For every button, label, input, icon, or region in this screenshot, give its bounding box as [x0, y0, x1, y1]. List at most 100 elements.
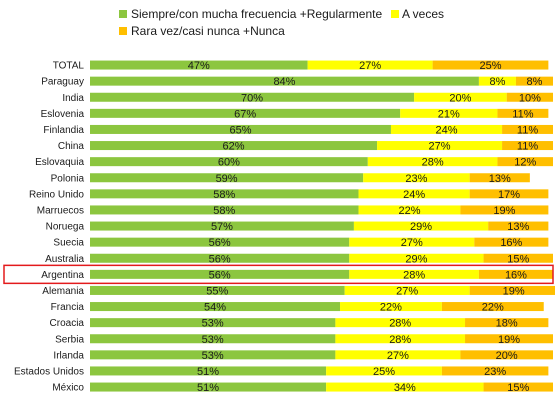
data-label-finlandia-series-3: 11% — [517, 124, 538, 136]
data-label-china-series-3: 11% — [517, 141, 538, 153]
data-label-china-series-2: 27% — [429, 141, 451, 153]
bar-segment-finlandia-series-1 — [90, 124, 391, 134]
bar-segment-china-series-2 — [377, 141, 503, 151]
data-label-reino-unido-series-1: 58% — [213, 189, 235, 201]
data-label-estados-unidos-series-1: 51% — [197, 366, 219, 378]
data-label-noruega-series-1: 57% — [211, 221, 233, 233]
data-label-noruega-series-3: 13% — [507, 221, 529, 233]
bar-segment-argentina-series-2 — [349, 269, 479, 279]
bar-segment-irlanda-series-1 — [90, 350, 336, 360]
data-label-reino-unido-series-2: 24% — [403, 189, 425, 201]
data-label-argentina-series-3: 16% — [505, 269, 527, 281]
legend: Siempre/con mucha frecuencia +Regularmen… — [119, 7, 444, 38]
data-label-eslovaquia-series-2: 28% — [422, 157, 444, 169]
data-label-eslovenia-series-1: 67% — [234, 108, 256, 120]
data-label-francia-series-2: 22% — [380, 302, 402, 314]
data-label-marruecos-series-3: 19% — [493, 205, 515, 217]
category-label-reino-unido: Reino Unido — [29, 189, 84, 200]
bar-segment-reino-unido-series-2 — [358, 189, 470, 199]
bar-segment-australia-series-1 — [90, 253, 350, 263]
data-label-india-series-2: 20% — [449, 92, 471, 104]
bar-segment-mexico-series-3 — [483, 382, 553, 392]
category-label-mexico: México — [52, 383, 84, 394]
bar-segment-irlanda-series-3 — [460, 350, 553, 360]
data-label-argentina-series-1: 56% — [209, 269, 231, 281]
data-label-marruecos-series-1: 58% — [213, 205, 235, 217]
bar-segment-australia-series-3 — [483, 253, 553, 263]
data-label-paraguay-series-1: 84% — [273, 76, 295, 88]
legend-swatch-series-2 — [391, 10, 399, 18]
bar-segment-francia-series-3 — [441, 302, 544, 312]
data-label-polonia-series-1: 59% — [216, 173, 238, 185]
category-label-noruega: Noruega — [46, 222, 85, 233]
data-label-irlanda-series-2: 27% — [387, 350, 409, 362]
data-label-reino-unido-series-3: 17% — [498, 189, 520, 201]
category-label-total: TOTAL — [53, 61, 85, 72]
data-label-argentina-series-2: 28% — [403, 269, 425, 281]
bar-segment-mexico-series-2 — [326, 382, 484, 392]
data-label-francia-series-3: 22% — [482, 302, 504, 314]
bar-segment-polonia-series-2 — [363, 173, 470, 183]
bar-segment-china-series-3 — [502, 141, 553, 151]
category-label-paraguay: Paraguay — [41, 77, 84, 88]
bar-segment-irlanda-series-2 — [335, 350, 461, 360]
bar-segment-finlandia-series-2 — [390, 124, 503, 134]
data-label-suecia-series-1: 56% — [209, 237, 231, 249]
data-label-estados-unidos-series-3: 23% — [484, 366, 506, 378]
bar-segment-suecia-series-2 — [349, 237, 475, 247]
data-label-finlandia-series-1: 65% — [229, 124, 251, 136]
bar-segment-finlandia-series-3 — [502, 124, 553, 134]
bar-segment-eslovaquia-series-3 — [497, 157, 553, 167]
data-label-finlandia-series-2: 24% — [435, 124, 457, 136]
bar-segment-argentina-series-1 — [90, 269, 350, 279]
category-label-eslovaquia: Eslovaquia — [35, 157, 84, 168]
legend-swatch-series-3 — [119, 27, 127, 35]
highlight-box — [3, 264, 554, 285]
legend-item-series-1: Siempre/con mucha frecuencia +Regularmen… — [119, 7, 382, 21]
bar-segment-croacia-series-2 — [335, 318, 466, 328]
bar-segment-eslovaquia-series-2 — [367, 157, 498, 167]
bar-segment-polonia-series-1 — [90, 173, 364, 183]
data-label-total-series-3: 25% — [479, 60, 501, 72]
data-label-noruega-series-2: 29% — [410, 221, 432, 233]
bar-segment-china-series-1 — [90, 141, 378, 151]
data-label-india-series-3: 10% — [519, 92, 541, 104]
bar-segment-noruega-series-1 — [90, 221, 354, 231]
bar-segment-suecia-series-3 — [474, 237, 549, 247]
legend-label-series-2: A veces — [402, 7, 444, 21]
bar-segment-eslovenia-series-2 — [400, 108, 498, 118]
category-label-serbia: Serbia — [55, 334, 84, 345]
data-label-serbia-series-2: 28% — [389, 334, 411, 346]
bar-segment-paraguay-series-1 — [90, 76, 479, 86]
category-label-croacia: Croacia — [50, 318, 85, 329]
bar-segment-suecia-series-1 — [90, 237, 350, 247]
data-label-polonia-series-3: 13% — [489, 173, 511, 185]
bar-segment-estados-unidos-series-3 — [441, 366, 549, 376]
data-label-croacia-series-1: 53% — [202, 318, 224, 330]
category-label-argentina: Argentina — [41, 270, 84, 281]
data-label-total-series-2: 27% — [359, 60, 381, 72]
bar-segment-mexico-series-1 — [90, 382, 327, 392]
bar-segment-croacia-series-3 — [465, 318, 549, 328]
bar-segment-alemania-series-2 — [344, 285, 470, 295]
data-label-polonia-series-2: 23% — [405, 173, 427, 185]
category-label-india: India — [62, 93, 84, 104]
legend-swatch-series-1 — [119, 10, 127, 18]
bar-segment-serbia-series-2 — [335, 334, 466, 344]
bar-segment-marruecos-series-1 — [90, 205, 359, 215]
data-label-estados-unidos-series-2: 25% — [373, 366, 395, 378]
legend-label-series-3: Rara vez/casi nunca +Nunca — [131, 24, 285, 38]
category-label-marruecos: Marruecos — [37, 205, 84, 216]
data-label-paraguay-series-3: 8% — [527, 76, 543, 88]
category-label-francia: Francia — [51, 302, 85, 313]
data-label-australia-series-1: 56% — [209, 253, 231, 265]
data-label-china-series-1: 62% — [223, 141, 245, 153]
data-label-australia-series-2: 29% — [405, 253, 427, 265]
bar-segment-india-series-3 — [506, 92, 553, 102]
bar-segment-eslovenia-series-3 — [497, 108, 549, 118]
legend-label-series-1: Siempre/con mucha frecuencia +Regularmen… — [131, 7, 382, 21]
bar-segment-total-series-3 — [432, 60, 549, 70]
data-label-alemania-series-3: 19% — [503, 285, 525, 297]
legend-item-series-2: A veces — [391, 7, 444, 21]
